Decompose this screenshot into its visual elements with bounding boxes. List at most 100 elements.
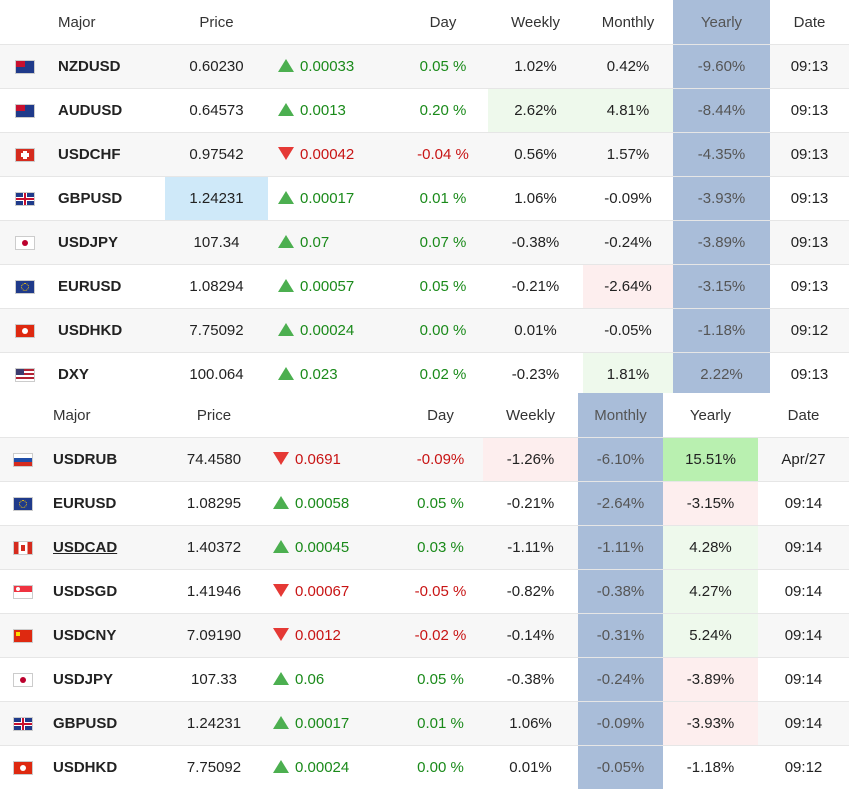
date-cell: 09:14 — [758, 482, 849, 526]
col-header-monthly[interactable]: Monthly — [583, 0, 673, 45]
weekly-change-cell: 0.56% — [488, 133, 583, 177]
monthly-change-cell: -2.64% — [583, 265, 673, 309]
col-header-date[interactable]: Date — [770, 0, 849, 45]
col-header-major[interactable]: Major — [50, 0, 165, 45]
symbol-link[interactable]: USDCAD — [45, 526, 165, 570]
monthly-change-cell: -0.09% — [583, 177, 673, 221]
cn-flag-icon — [13, 629, 33, 643]
symbol-link[interactable]: USDHKD — [50, 309, 165, 353]
flag-cell — [0, 265, 50, 309]
sg-flag-icon — [13, 585, 33, 599]
arrow-up-icon — [273, 540, 289, 553]
symbol-link[interactable]: NZDUSD — [50, 45, 165, 89]
ca-flag-icon — [13, 541, 33, 555]
day-change-cell: -0.02 % — [398, 614, 483, 658]
day-change-cell: 0.03 % — [398, 526, 483, 570]
col-header-major[interactable]: Major — [45, 393, 165, 438]
symbol-link[interactable]: EURUSD — [50, 265, 165, 309]
eu-flag-icon — [15, 280, 35, 294]
change-value: 0.07 — [300, 234, 329, 251]
day-change-cell: 0.01 % — [398, 702, 483, 746]
table1-header-row: Major Price Day Weekly Monthly Yearly Da… — [0, 0, 849, 45]
date-cell: 09:13 — [770, 265, 849, 309]
col-header-day[interactable]: Day — [398, 393, 483, 438]
change-cell: 0.00024 — [263, 746, 398, 789]
change-cell: 0.0013 — [268, 89, 398, 133]
arrow-up-icon — [278, 323, 294, 336]
symbol-link[interactable]: USDJPY — [50, 221, 165, 265]
day-change-cell: 0.02 % — [398, 353, 488, 397]
yearly-change-cell: -3.15% — [673, 265, 770, 309]
gb-flag-icon — [13, 717, 33, 731]
change-cell: 0.0012 — [263, 614, 398, 658]
price-cell: 100.064 — [165, 353, 268, 397]
change-value: 0.0012 — [295, 627, 341, 644]
flag-cell — [0, 658, 45, 702]
symbol-link[interactable]: EURUSD — [45, 482, 165, 526]
flag-cell — [0, 309, 50, 353]
symbol-link[interactable]: USDRUB — [45, 438, 165, 482]
col-header-price[interactable]: Price — [165, 0, 268, 45]
arrow-up-icon — [278, 191, 294, 204]
price-cell: 107.34 — [165, 221, 268, 265]
symbol-link[interactable]: USDJPY — [45, 658, 165, 702]
symbol-link[interactable]: AUDUSD — [50, 89, 165, 133]
symbol-link[interactable]: USDCHF — [50, 133, 165, 177]
symbol-link[interactable]: USDHKD — [45, 746, 165, 789]
date-cell: 09:12 — [758, 746, 849, 789]
major-pairs-table-2: Major Price Day Weekly Monthly Yearly Da… — [0, 393, 849, 789]
weekly-change-cell: -0.14% — [483, 614, 578, 658]
col-header-weekly[interactable]: Weekly — [483, 393, 578, 438]
day-change-cell: 0.05 % — [398, 45, 488, 89]
symbol-link[interactable]: USDSGD — [45, 570, 165, 614]
day-change-cell: -0.05 % — [398, 570, 483, 614]
weekly-change-cell: -0.21% — [483, 482, 578, 526]
price-cell: 1.41946 — [165, 570, 263, 614]
change-cell: 0.00042 — [268, 133, 398, 177]
flag-cell — [0, 526, 45, 570]
weekly-change-cell: -0.38% — [483, 658, 578, 702]
nz-flag-icon — [15, 60, 35, 74]
us-flag-icon — [15, 368, 35, 382]
price-cell: 1.40372 — [165, 526, 263, 570]
col-header-yearly[interactable]: Yearly — [673, 0, 770, 45]
col-header-weekly[interactable]: Weekly — [488, 0, 583, 45]
date-cell: 09:13 — [770, 177, 849, 221]
arrow-up-icon — [278, 235, 294, 248]
ru-flag-icon — [13, 453, 33, 467]
col-header-price[interactable]: Price — [165, 393, 263, 438]
col-header-monthly[interactable]: Monthly — [578, 393, 663, 438]
yearly-change-cell: -1.18% — [673, 309, 770, 353]
col-header-yearly[interactable]: Yearly — [663, 393, 758, 438]
symbol-link[interactable]: GBPUSD — [45, 702, 165, 746]
monthly-change-cell: -0.31% — [578, 614, 663, 658]
flag-cell — [0, 221, 50, 265]
monthly-change-cell: 4.81% — [583, 89, 673, 133]
change-value: 0.00058 — [295, 495, 349, 512]
change-value: 0.0013 — [300, 102, 346, 119]
symbol-link[interactable]: GBPUSD — [50, 177, 165, 221]
symbol-link[interactable]: DXY — [50, 353, 165, 397]
yearly-change-cell: -3.89% — [663, 658, 758, 702]
col-header-day[interactable]: Day — [398, 0, 488, 45]
col-header-date[interactable]: Date — [758, 393, 849, 438]
price-cell: 1.08295 — [165, 482, 263, 526]
jp-flag-icon — [13, 673, 33, 687]
symbol-link[interactable]: USDCNY — [45, 614, 165, 658]
